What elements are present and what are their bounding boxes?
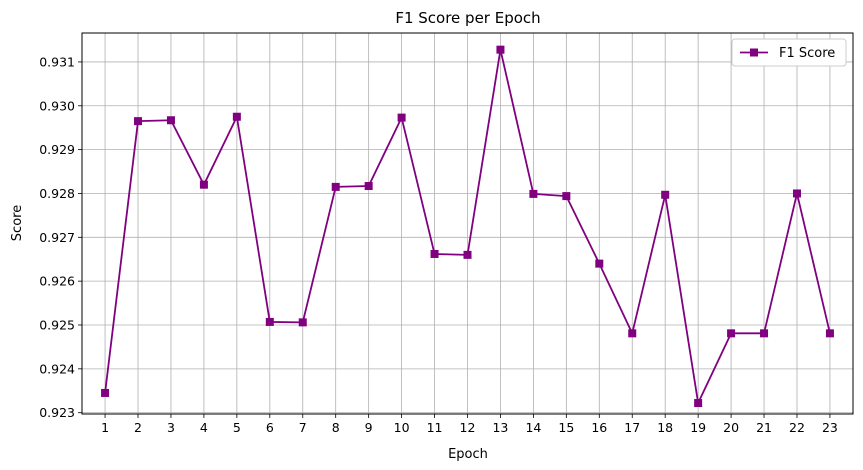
x-tick-label: 9 <box>365 420 373 435</box>
chart-title: F1 Score per Epoch <box>395 9 540 27</box>
y-tick-label: 0.931 <box>39 54 75 69</box>
x-tick-label: 8 <box>332 420 340 435</box>
data-point-marker <box>397 113 406 122</box>
x-tick-label: 4 <box>200 420 208 435</box>
x-tick-label: 10 <box>394 420 410 435</box>
data-point-marker <box>199 180 208 189</box>
x-tick-label: 13 <box>492 420 508 435</box>
data-point-marker <box>298 318 307 327</box>
x-tick-label: 7 <box>299 420 307 435</box>
x-axis-ticks: 1 2 3 4 5 6 7 8 9 10 11 12 13 14 15 16 17 18 19 20 21 22 23 <box>101 414 838 435</box>
x-tick-label: 6 <box>266 420 274 435</box>
data-point-marker <box>496 45 505 54</box>
data-point-marker <box>628 329 637 338</box>
x-tick-label: 21 <box>756 420 772 435</box>
x-tick-label: 14 <box>525 420 541 435</box>
series-layer <box>101 45 834 408</box>
data-point-marker <box>760 329 769 338</box>
data-point-marker <box>595 259 604 268</box>
legend-marker-square <box>750 48 758 57</box>
data-point-marker <box>265 317 274 326</box>
y-axis-label: Score <box>10 205 25 241</box>
legend-label: F1 Score <box>779 46 835 61</box>
x-tick-label: 22 <box>789 420 805 435</box>
y-tick-label: 0.930 <box>39 98 75 113</box>
data-point-marker <box>529 189 538 198</box>
x-tick-label: 1 <box>101 420 109 435</box>
y-tick-label: 0.929 <box>39 142 75 157</box>
legend-box <box>731 38 847 67</box>
y-tick-label: 0.924 <box>39 361 75 376</box>
y-tick-label: 0.926 <box>39 274 75 289</box>
data-point-marker <box>331 182 340 191</box>
data-point-marker <box>463 250 472 259</box>
x-tick-label: 23 <box>822 420 838 435</box>
x-tick-label: 18 <box>657 420 673 435</box>
x-tick-label: 3 <box>167 420 175 435</box>
grid <box>82 33 853 414</box>
x-tick-label: 15 <box>558 420 574 435</box>
data-point-marker <box>134 117 143 126</box>
y-tick-label: 0.927 <box>39 230 75 245</box>
x-tick-label: 16 <box>591 420 607 435</box>
data-point-marker <box>562 192 571 201</box>
data-point-marker <box>166 116 175 125</box>
legend: F1 Score <box>731 38 847 67</box>
data-point-marker <box>430 249 439 258</box>
data-point-marker <box>364 182 373 191</box>
data-point-marker <box>661 190 670 199</box>
y-tick-label: 0.928 <box>39 186 75 201</box>
x-tick-label: 12 <box>460 420 476 435</box>
x-tick-label: 5 <box>233 420 241 435</box>
x-tick-label: 2 <box>134 420 142 435</box>
data-point-marker <box>101 388 110 397</box>
y-tick-label: 0.923 <box>39 405 75 420</box>
data-point-marker <box>727 329 736 338</box>
data-point-marker <box>694 399 703 408</box>
y-axis-ticks: 0.923 0.924 0.925 0.926 0.927 0.928 0.929 0.930… <box>39 54 82 420</box>
data-point-marker <box>232 112 241 121</box>
data-point-marker <box>792 189 801 198</box>
data-point-marker <box>825 329 834 338</box>
y-tick-label: 0.925 <box>39 317 75 332</box>
x-tick-label: 19 <box>690 420 706 435</box>
x-tick-label: 17 <box>624 420 640 435</box>
x-tick-label: 11 <box>427 420 443 435</box>
x-tick-label: 20 <box>723 420 739 435</box>
x-axis-label: Epoch <box>448 447 488 462</box>
